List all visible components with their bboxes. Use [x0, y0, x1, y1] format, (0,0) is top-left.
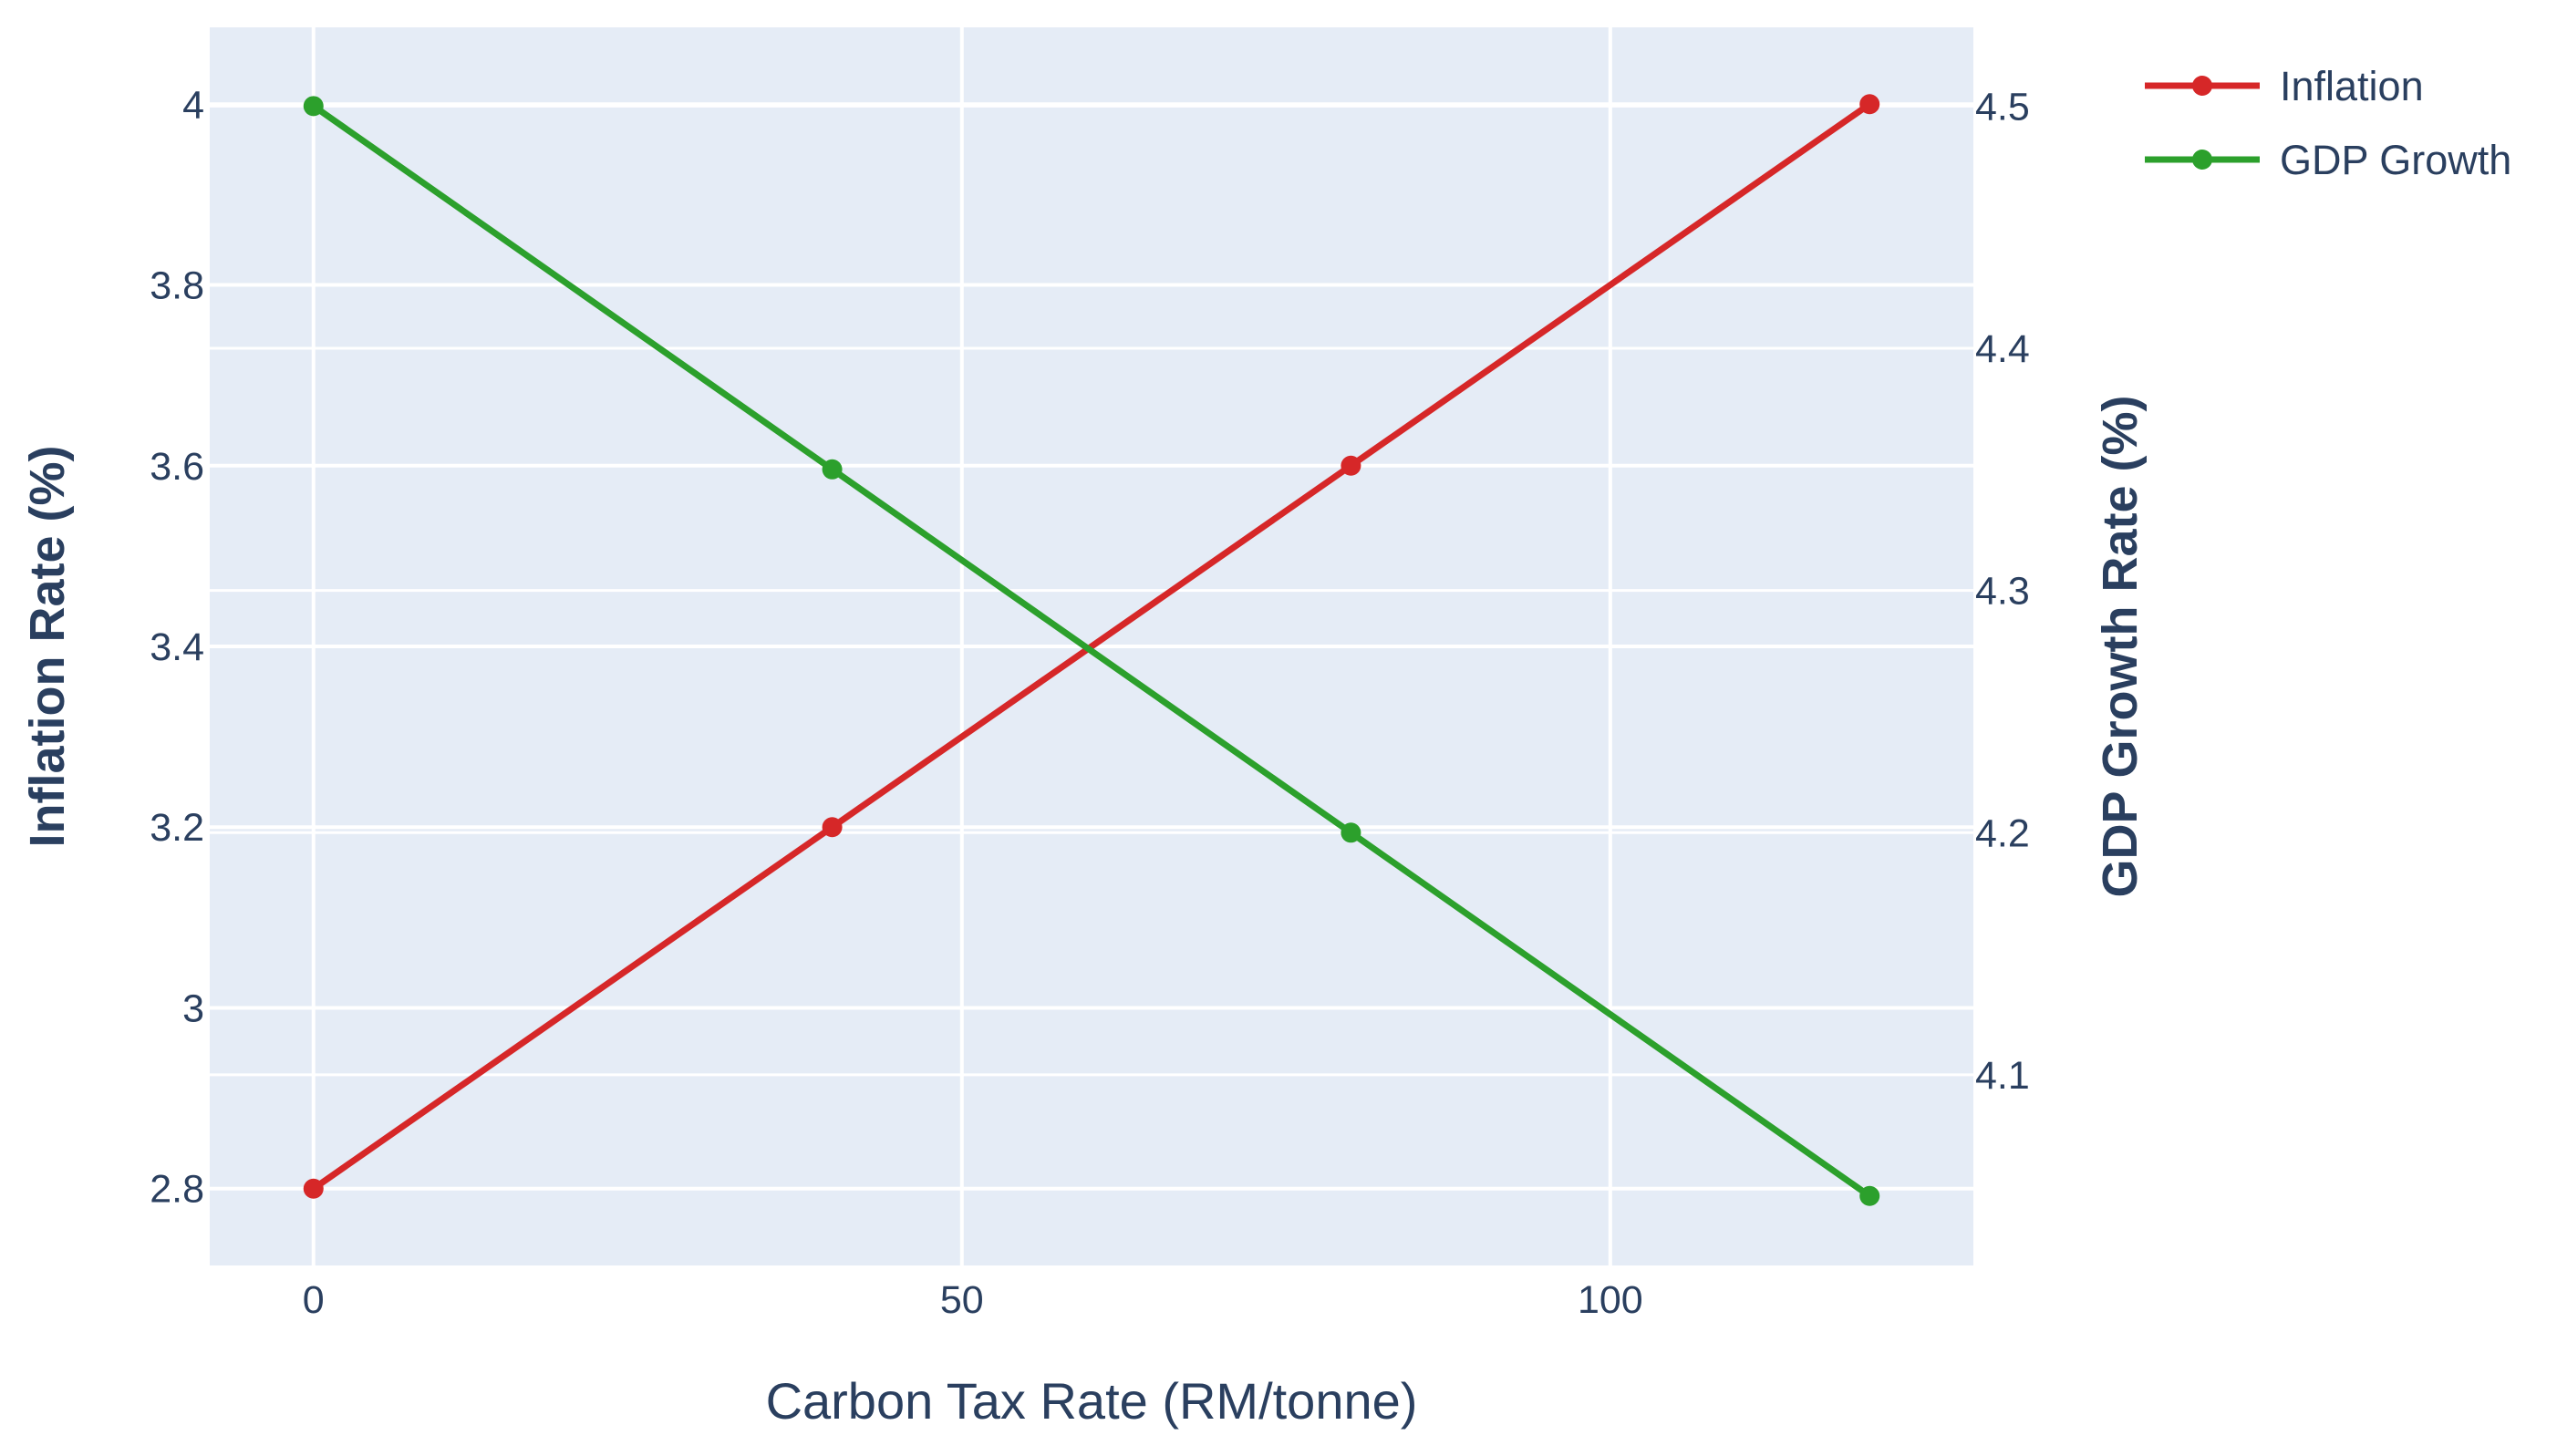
- y-left-tick-label: 3.2: [150, 806, 204, 850]
- data-point-inflation[interactable]: [303, 1178, 324, 1199]
- y-left-tick-label: 2.8: [150, 1168, 204, 1212]
- y-axis-left-title: Inflation Rate (%): [20, 446, 75, 848]
- x-axis-title: Carbon Tax Rate (RM/tonne): [766, 1372, 1418, 1430]
- data-point-inflation[interactable]: [1859, 94, 1880, 115]
- y-right-tick-label: 4.2: [1975, 811, 2030, 855]
- y-left-tick-label: 4: [182, 83, 204, 127]
- y-right-tick-label: 4.5: [1975, 85, 2030, 129]
- y-left-tick-label: 3: [182, 986, 204, 1030]
- tick-labels: 0 50 100 2.8 3 3.2 3.4 3.6 3.8 4 4.1 4.2 4.3 4.4 4.5: [150, 83, 2030, 1322]
- y-right-tick-label: 4.1: [1975, 1054, 2030, 1098]
- data-point-inflation[interactable]: [1341, 455, 1361, 476]
- y-axis-right-title: GDP Growth Rate (%): [2093, 395, 2148, 897]
- data-point-gdp-growth[interactable]: [822, 459, 843, 480]
- data-point-gdp-growth[interactable]: [1859, 1185, 1880, 1206]
- legend-swatch-marker: [2192, 76, 2212, 96]
- data-point-gdp-growth[interactable]: [303, 96, 324, 117]
- y-right-tick-label: 4.3: [1975, 570, 2030, 614]
- series-line-inflation: [311, 101, 1872, 1192]
- data-point-gdp-growth[interactable]: [1341, 822, 1361, 843]
- series-line-gdp-growth: [311, 103, 1872, 1199]
- x-tick-label: 100: [1578, 1278, 1643, 1322]
- legend-label: Inflation: [2280, 63, 2424, 109]
- data-point-inflation[interactable]: [822, 817, 843, 838]
- x-tick-label: 0: [303, 1278, 325, 1322]
- legend-label: GDP Growth: [2280, 137, 2511, 183]
- legend-swatch-marker: [2192, 150, 2212, 170]
- series-layer: [303, 94, 1880, 1206]
- legend-item-inflation[interactable]: Inflation: [2145, 63, 2424, 109]
- x-tick-label: 50: [940, 1278, 984, 1322]
- gridlines: [210, 27, 1973, 1265]
- y-right-tick-label: 4.4: [1975, 327, 2030, 371]
- legend-item-gdp-growth[interactable]: GDP Growth: [2145, 137, 2511, 183]
- y-left-tick-label: 3.6: [150, 445, 204, 489]
- legend[interactable]: Inflation GDP Growth: [2145, 63, 2511, 183]
- y-left-tick-label: 3.8: [150, 264, 204, 308]
- y-left-tick-label: 3.4: [150, 625, 204, 669]
